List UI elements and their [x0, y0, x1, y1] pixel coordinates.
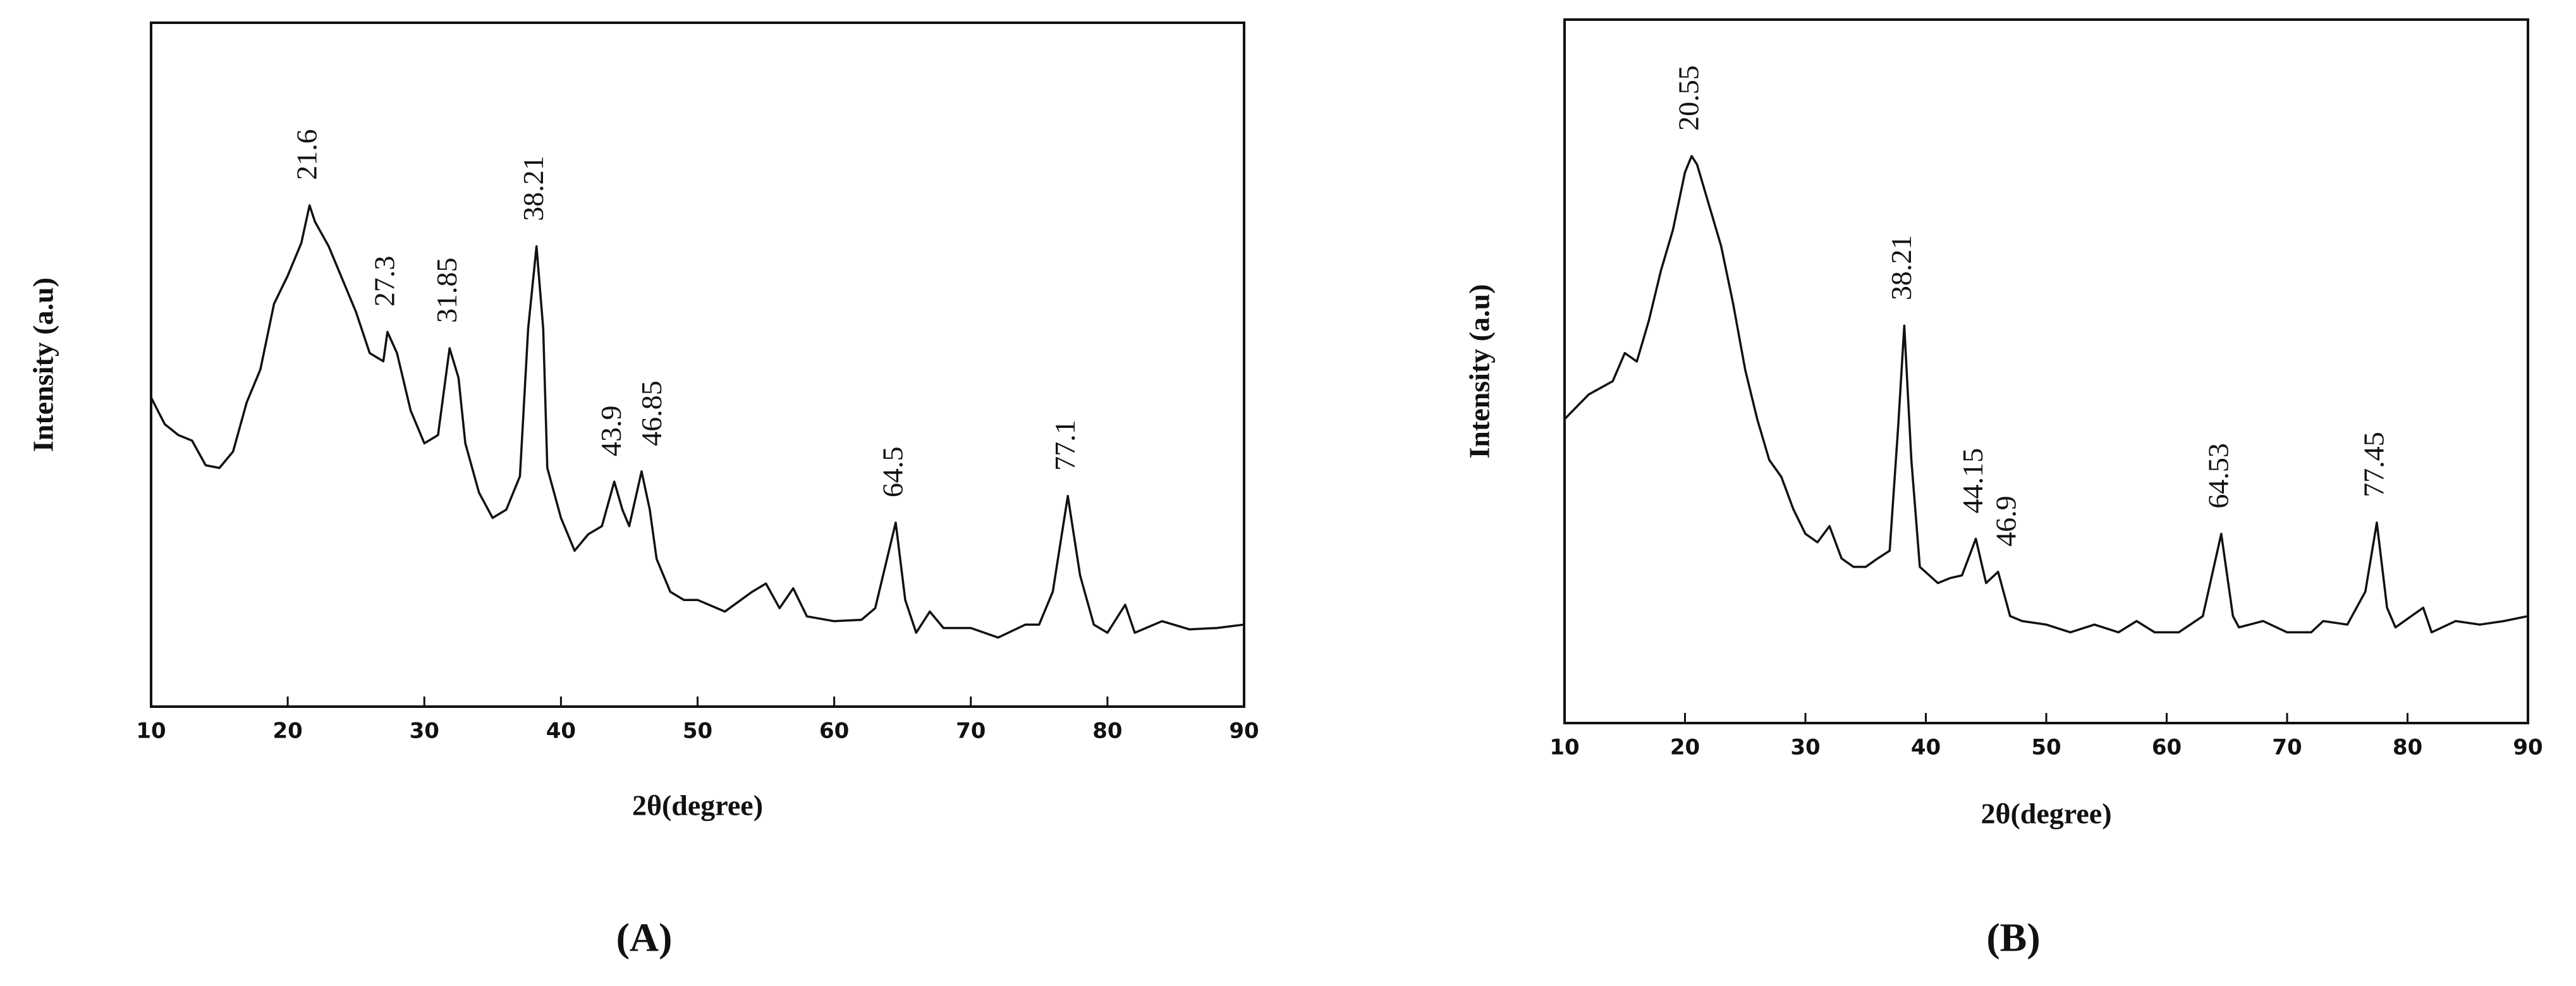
- panel-caption: (B): [1986, 915, 2040, 960]
- x-axis-label: 2θ(degree): [632, 789, 763, 822]
- peak-label: 27.3: [368, 256, 400, 307]
- plot-frame: [150, 21, 1245, 708]
- x-tick-label: 20: [1670, 735, 1700, 760]
- x-tick-label: 90: [1229, 719, 1259, 744]
- x-tick-label: 60: [2152, 735, 2182, 760]
- peak-label: 77.45: [2357, 432, 2390, 497]
- x-tick-label: 50: [2031, 735, 2061, 760]
- xrd-curve: [1563, 155, 2529, 634]
- plot-frame: [1563, 18, 2529, 724]
- panel-caption: (A): [616, 915, 673, 960]
- peak-label: 64.53: [2202, 443, 2234, 509]
- peak-label: 38.21: [1885, 235, 1917, 301]
- xrd-curve: [150, 204, 1245, 639]
- x-tick-label: 20: [272, 719, 302, 744]
- x-tick-label: 70: [956, 719, 986, 744]
- y-axis-label: Intensity (a.u): [27, 277, 59, 452]
- x-tick-label: 50: [683, 719, 712, 744]
- peak-label: 20.55: [1673, 65, 1705, 131]
- peak-label: 46.85: [635, 380, 668, 446]
- x-axis-label: 2θ(degree): [1981, 798, 2111, 830]
- peak-label: 38.21: [517, 155, 549, 221]
- x-tick-label: 30: [1790, 735, 1820, 760]
- x-tick-label: 10: [1549, 735, 1579, 760]
- x-tick-label: 10: [136, 719, 166, 744]
- x-tick-label: 60: [819, 719, 849, 744]
- peak-label: 77.1: [1049, 420, 1081, 471]
- peak-label: 64.5: [876, 446, 908, 497]
- x-tick-label: 80: [1092, 719, 1122, 744]
- x-tick-label: 80: [2393, 735, 2422, 760]
- x-tick-label: 40: [546, 719, 576, 744]
- y-axis-label: Intensity (a.u): [1463, 284, 1496, 458]
- x-tick-label: 40: [1911, 735, 1941, 760]
- peak-label: 31.85: [430, 258, 463, 324]
- peak-label: 43.9: [595, 406, 627, 457]
- x-tick-label: 30: [410, 719, 439, 744]
- x-tick-label: 70: [2272, 735, 2302, 760]
- peak-label: 21.6: [290, 129, 322, 180]
- x-tick-label: 90: [2513, 735, 2542, 760]
- peak-label: 46.9: [1990, 496, 2022, 547]
- peak-label: 44.15: [1956, 448, 1989, 514]
